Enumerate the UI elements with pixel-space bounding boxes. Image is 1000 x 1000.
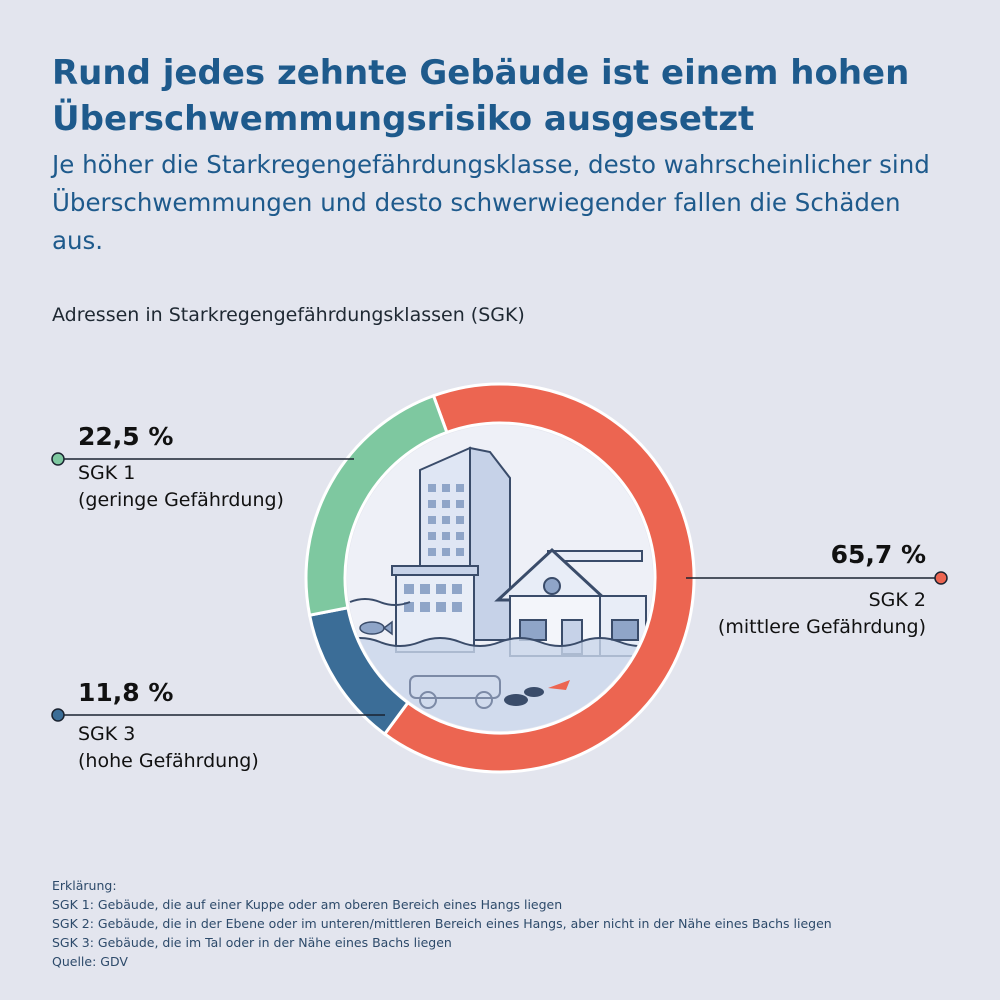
notes-heading: Erklärung: xyxy=(52,878,117,893)
legend-name-sgk3: SGK 3 xyxy=(78,723,136,745)
legend-name-sgk1: SGK 1 xyxy=(78,462,136,484)
legend-desc-sgk1: (geringe Gefährdung) xyxy=(78,489,284,511)
notes-source: Quelle: GDV xyxy=(52,954,128,969)
legend-desc-sgk3: (hohe Gefährdung) xyxy=(78,750,259,772)
label-sgk2: 65,7 % SGK 2 (mittlere Gefährdung) xyxy=(718,540,926,641)
chart-caption: Adressen in Starkregengefährdungsklassen… xyxy=(52,304,525,326)
leader-dot-sgk1 xyxy=(51,452,65,466)
debris-illustration xyxy=(504,680,570,706)
leader-dot-sgk2 xyxy=(934,571,948,585)
notes-line-sgk2: SGK 2: Gebäude, die in der Ebene oder im… xyxy=(52,916,832,931)
label-sgk3: 11,8 % SGK 3 (hohe Gefährdung) xyxy=(78,678,259,775)
fish-icon xyxy=(359,620,393,636)
donut-slice-sgk1 xyxy=(304,393,449,617)
legend-name-sgk2: SGK 2 xyxy=(868,589,926,611)
label-sgk1: 22,5 % SGK 1 (geringe Gefährdung) xyxy=(78,422,284,514)
value-label-sgk1: 22,5 % xyxy=(78,422,174,451)
leader-dot-sgk3 xyxy=(51,708,65,722)
donut-slice-sgk2 xyxy=(382,382,696,774)
submerged-car-illustration xyxy=(409,675,501,709)
notes-line-sgk1: SGK 1: Gebäude, die auf einer Kuppe oder… xyxy=(52,897,563,912)
explanation-notes: Erklärung: SGK 1: Gebäude, die auf einer… xyxy=(52,876,832,971)
value-label-sgk3: 11,8 % xyxy=(78,678,174,707)
legend-desc-sgk2: (mittlere Gefährdung) xyxy=(717,616,926,638)
value-label-sgk2: 65,7 % xyxy=(830,540,926,569)
chart-title: Rund jedes zehnte Gebäude ist einem hohe… xyxy=(52,53,910,139)
chart-subtitle: Je höher die Starkregengefährdungsklasse… xyxy=(52,150,930,255)
notes-line-sgk3: SGK 3: Gebäude, die im Tal oder in der N… xyxy=(52,935,452,950)
